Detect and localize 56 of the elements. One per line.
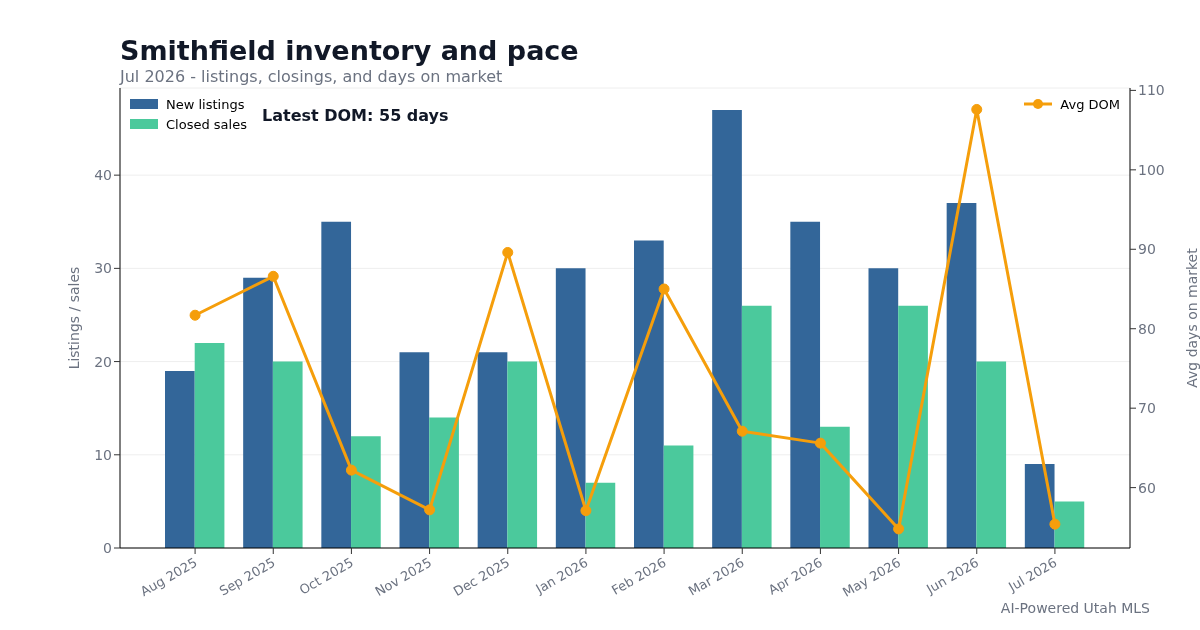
bar <box>165 370 195 548</box>
bar <box>399 352 430 548</box>
bar <box>1024 464 1055 548</box>
y2-tick-label: 60 <box>1138 479 1156 496</box>
legend-label: New listings <box>166 96 245 112</box>
y-tick-label: 10 <box>94 446 112 463</box>
y2-tick-label: 100 <box>1138 161 1165 178</box>
point <box>267 270 279 282</box>
legend-label: Avg DOM <box>1060 96 1120 112</box>
legend-label: Closed sales <box>166 116 247 132</box>
y2-tick-label: 80 <box>1138 320 1156 337</box>
bar <box>507 361 538 548</box>
bar <box>868 268 899 548</box>
bar <box>555 268 586 548</box>
point <box>971 103 983 115</box>
y2-tick-label: 70 <box>1138 400 1156 417</box>
point <box>502 246 514 258</box>
point <box>893 523 905 535</box>
bar <box>321 221 352 548</box>
annotation: Latest DOM: 55 days <box>262 106 449 125</box>
chart-title: Smithfield inventory and pace <box>120 35 579 66</box>
bar <box>741 305 772 548</box>
point <box>1049 518 1061 530</box>
y-tick-label: 0 <box>103 539 112 556</box>
point <box>736 425 748 437</box>
bar <box>898 305 928 548</box>
bar <box>194 342 225 548</box>
bar <box>712 109 742 548</box>
chart-subtitle: Jul 2026 - listings, closings, and days on market <box>120 67 503 86</box>
bar <box>1054 501 1085 548</box>
point <box>345 464 357 476</box>
point <box>814 437 826 449</box>
point <box>580 505 592 517</box>
y-tick-label: 40 <box>94 167 112 184</box>
bar <box>634 240 664 548</box>
y-axis-title: Listings / sales <box>65 266 82 370</box>
bar <box>585 482 616 548</box>
bar <box>663 445 694 548</box>
y2-tick-label: 110 <box>1138 82 1165 99</box>
bar <box>243 277 273 548</box>
text: AI-Powered Utah MLS <box>1000 600 1150 616</box>
bar <box>790 221 821 548</box>
y-tick-label: 20 <box>94 353 112 370</box>
bar <box>272 361 303 548</box>
y2-tick-label: 90 <box>1138 241 1156 258</box>
bar <box>946 203 977 548</box>
bar <box>477 352 508 548</box>
bar <box>429 417 459 548</box>
point <box>658 283 670 295</box>
y2-axis-title: Avg days on market <box>1183 247 1200 388</box>
bar <box>351 436 381 548</box>
y-tick-label: 30 <box>94 260 112 277</box>
point <box>189 309 201 321</box>
point <box>424 504 436 516</box>
bar <box>820 426 850 548</box>
bar <box>976 361 1007 548</box>
